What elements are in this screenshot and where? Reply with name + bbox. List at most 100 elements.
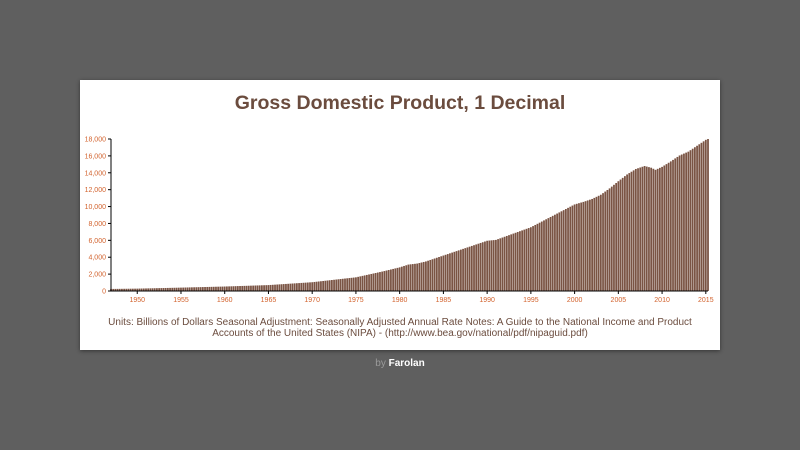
bar xyxy=(547,218,550,291)
bar xyxy=(672,159,674,291)
y-tick-label: 18,000 xyxy=(85,137,107,144)
bar xyxy=(606,189,609,291)
bar xyxy=(540,221,543,291)
bar xyxy=(322,280,325,291)
bar xyxy=(453,251,456,291)
bar xyxy=(293,283,296,291)
bar xyxy=(460,249,462,291)
bar xyxy=(680,154,683,291)
bar xyxy=(291,283,294,291)
bar xyxy=(560,211,563,291)
bar xyxy=(295,283,298,291)
x-tick-label: 1970 xyxy=(304,297,320,304)
bar xyxy=(182,287,185,291)
y-tick-label: 10,000 xyxy=(85,204,107,211)
bar xyxy=(422,261,425,291)
bar xyxy=(239,286,241,291)
bar xyxy=(138,288,141,291)
bar xyxy=(191,287,193,291)
byline: by Farolan xyxy=(0,358,800,369)
bar xyxy=(637,168,639,291)
bar xyxy=(300,282,303,291)
bar xyxy=(197,287,200,291)
bar xyxy=(641,166,644,291)
bar xyxy=(545,219,548,291)
bar xyxy=(501,237,504,291)
bar xyxy=(330,280,333,291)
bar xyxy=(656,168,659,291)
bar xyxy=(562,210,565,291)
bar xyxy=(215,286,217,291)
bar xyxy=(326,280,329,291)
bar xyxy=(505,235,508,291)
bar xyxy=(304,282,307,291)
bar xyxy=(475,244,478,291)
bar xyxy=(166,287,169,291)
x-tick-label: 1960 xyxy=(217,297,233,304)
bar xyxy=(234,286,237,291)
x-tick-label: 1955 xyxy=(173,297,189,304)
bar xyxy=(414,263,416,291)
bar xyxy=(685,152,688,291)
y-tick-label: 16,000 xyxy=(85,153,107,160)
bar xyxy=(503,236,506,291)
bar xyxy=(691,148,694,291)
bar xyxy=(149,288,152,291)
bar xyxy=(392,268,394,291)
bar xyxy=(455,251,458,291)
bar xyxy=(674,158,677,291)
bar xyxy=(247,285,250,291)
bar xyxy=(263,285,265,291)
y-tick-label: 2,000 xyxy=(88,272,106,279)
bar xyxy=(707,139,709,291)
bar xyxy=(156,288,158,291)
bar xyxy=(258,285,261,291)
bar xyxy=(549,216,552,291)
bar xyxy=(370,273,373,291)
bar xyxy=(416,263,419,291)
bar xyxy=(704,139,707,291)
bar xyxy=(341,278,344,291)
bar xyxy=(589,199,591,291)
bar xyxy=(462,248,464,291)
bar xyxy=(276,284,279,291)
bar xyxy=(525,228,528,291)
bar xyxy=(390,269,392,291)
bar xyxy=(420,262,423,291)
bar xyxy=(510,234,513,291)
bar xyxy=(602,193,604,291)
bar xyxy=(591,198,593,291)
bar xyxy=(446,254,449,291)
bar xyxy=(127,288,130,291)
byline-author[interactable]: Farolan xyxy=(388,358,425,369)
bar xyxy=(173,287,176,291)
bar xyxy=(372,273,375,291)
bar xyxy=(440,256,443,291)
bar xyxy=(514,232,517,291)
bar xyxy=(624,176,626,291)
bar xyxy=(226,286,228,291)
bar xyxy=(473,245,475,291)
x-tick-label: 1985 xyxy=(436,297,452,304)
bar xyxy=(374,273,377,291)
y-tick-label: 6,000 xyxy=(88,238,106,245)
bar xyxy=(665,164,668,291)
x-tick-label: 1965 xyxy=(261,297,277,304)
bar xyxy=(597,195,600,291)
bar xyxy=(650,167,653,291)
bar xyxy=(280,284,283,291)
bar xyxy=(466,247,469,291)
bar xyxy=(289,283,292,291)
bar xyxy=(241,285,244,291)
x-tick-label: 2010 xyxy=(654,297,670,304)
bar xyxy=(186,287,189,291)
bar xyxy=(383,271,386,291)
bar xyxy=(580,202,583,291)
bar xyxy=(470,245,473,291)
bar xyxy=(394,268,397,291)
bar xyxy=(615,183,618,291)
bar xyxy=(188,287,191,291)
bar xyxy=(425,261,427,291)
bar xyxy=(667,162,670,291)
bar xyxy=(556,213,559,291)
